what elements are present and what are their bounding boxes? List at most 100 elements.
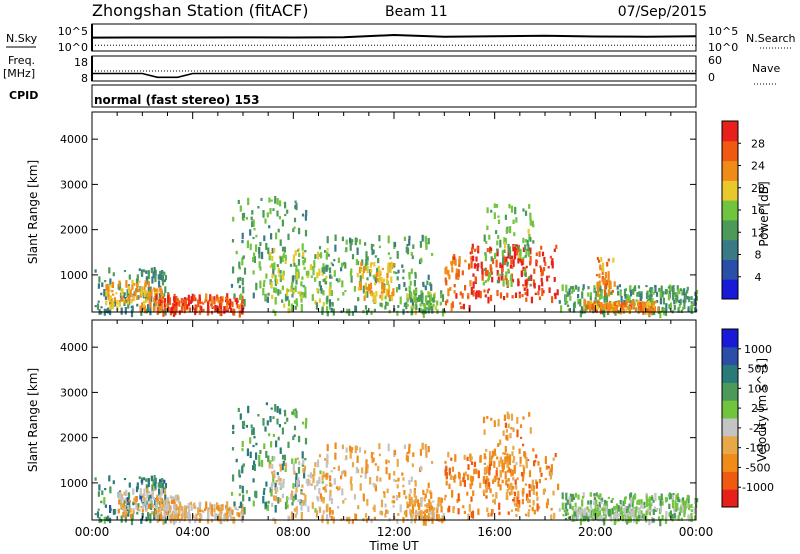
data-cell	[509, 433, 512, 439]
data-cell	[511, 295, 514, 299]
data-cell	[298, 435, 301, 443]
data-cell	[468, 263, 471, 270]
data-cell	[130, 517, 134, 526]
data-cell	[343, 261, 346, 265]
data-cell	[484, 479, 488, 487]
data-cell	[420, 294, 423, 302]
data-cell	[306, 483, 309, 487]
data-cell	[236, 300, 239, 303]
data-cell	[333, 478, 336, 485]
data-cell	[298, 252, 301, 258]
y-tick-label: 2000	[60, 224, 88, 237]
data-cell	[130, 309, 134, 318]
data-cell	[581, 291, 584, 299]
data-cell	[365, 286, 368, 291]
data-cell	[226, 501, 229, 507]
data-cell	[106, 283, 109, 289]
data-cell	[678, 300, 681, 303]
data-cell	[150, 506, 153, 511]
data-cell	[344, 458, 347, 461]
data-cell	[620, 302, 623, 305]
data-cell	[325, 483, 328, 487]
data-cell	[514, 245, 517, 251]
data-cell	[532, 485, 536, 491]
nsky-tick-top: 10^5	[58, 25, 88, 38]
data-cell	[218, 509, 222, 517]
data-cell	[175, 510, 178, 518]
colorbar-swatch	[722, 382, 738, 401]
data-cell	[600, 302, 603, 310]
data-cell	[258, 251, 261, 259]
data-cell	[408, 235, 411, 240]
data-cell	[566, 291, 569, 297]
data-cell	[524, 210, 528, 216]
data-cell	[541, 270, 544, 276]
data-cell	[283, 246, 286, 253]
data-cell	[612, 301, 615, 307]
data-cell	[109, 486, 112, 490]
data-cell	[577, 294, 580, 299]
data-cell	[279, 464, 282, 472]
data-cell	[548, 287, 551, 293]
data-cell	[619, 500, 622, 505]
data-cell	[341, 471, 344, 476]
data-cell	[451, 301, 454, 308]
data-cell	[545, 465, 548, 470]
data-cell	[373, 482, 376, 488]
data-cell	[583, 300, 586, 306]
data-cell	[242, 218, 245, 221]
data-cell	[478, 290, 481, 298]
data-cell	[165, 308, 168, 311]
data-cell	[564, 517, 567, 521]
data-cell	[686, 296, 689, 300]
data-cell	[521, 498, 524, 505]
data-cell	[279, 478, 282, 482]
data-cell	[325, 253, 328, 260]
data-cell	[667, 286, 670, 289]
data-cell	[574, 506, 577, 515]
data-cell	[452, 506, 455, 514]
data-cell	[539, 467, 542, 473]
data-cell	[617, 505, 620, 512]
data-cell	[118, 492, 121, 499]
data-cell	[501, 250, 504, 257]
data-cell	[512, 460, 515, 464]
data-cell	[149, 305, 152, 312]
data-cell	[564, 302, 567, 305]
data-cell	[594, 290, 597, 293]
data-cell	[659, 310, 662, 319]
data-cell	[376, 267, 379, 274]
data-cell	[528, 275, 531, 281]
data-cell	[539, 265, 542, 268]
data-cell	[497, 235, 500, 239]
data-cell	[614, 310, 617, 316]
data-cell	[410, 496, 413, 501]
data-cell	[693, 506, 696, 515]
data-cell	[421, 292, 424, 301]
data-cell	[210, 504, 213, 512]
data-cell	[511, 486, 514, 490]
cpid-label: CPID	[9, 89, 38, 102]
data-cell	[127, 295, 130, 303]
data-cell	[671, 499, 674, 503]
data-cell	[322, 487, 325, 490]
data-cell	[441, 518, 444, 524]
data-cell	[690, 504, 693, 508]
data-cell	[421, 443, 424, 450]
time-axis-labels: 00:00 04:00 08:00 12:00 16:00 20:00 00:00	[75, 525, 714, 539]
data-cell	[100, 292, 103, 296]
data-cell	[216, 305, 219, 312]
colorbar-swatch	[722, 279, 738, 300]
data-cell	[231, 509, 234, 516]
data-cell	[242, 256, 245, 260]
data-cell	[213, 300, 216, 305]
data-cell	[581, 507, 584, 513]
data-cell	[282, 270, 285, 276]
data-cell	[628, 295, 631, 303]
data-cell	[292, 467, 295, 472]
data-cell	[241, 465, 244, 474]
data-cell	[161, 300, 164, 303]
data-cell	[596, 306, 600, 310]
data-cell	[321, 481, 324, 484]
data-cell	[444, 277, 447, 283]
